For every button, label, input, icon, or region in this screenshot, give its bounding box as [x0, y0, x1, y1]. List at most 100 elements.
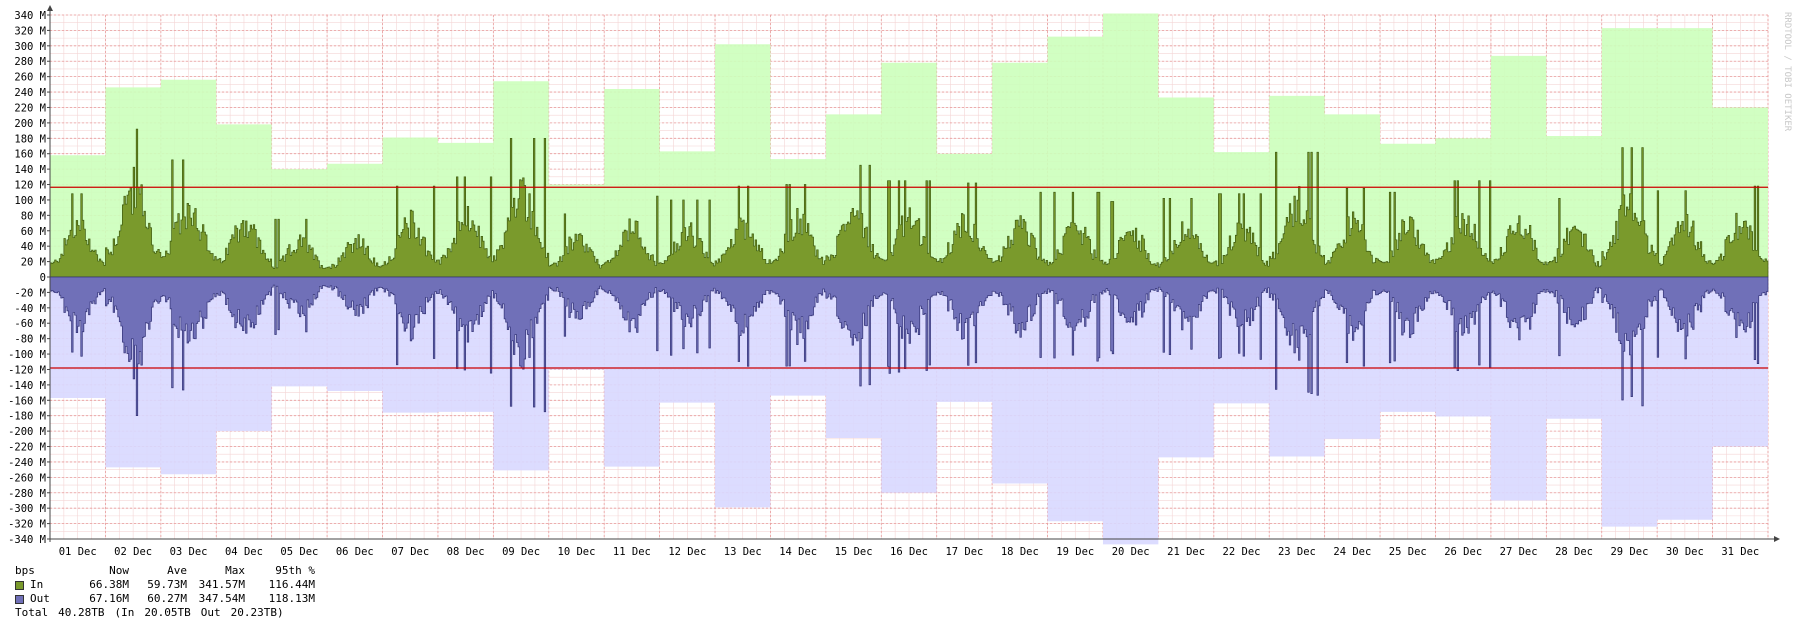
- x-tick-label: 27 Dec: [1500, 546, 1538, 558]
- x-tick-label: 03 Dec: [170, 546, 208, 558]
- y-tick-label: 100 M: [14, 195, 46, 207]
- legend-total-in-label: (In: [114, 606, 135, 619]
- x-tick-label: 08 Dec: [447, 546, 485, 558]
- legend-swatch-in: [15, 580, 24, 590]
- x-tick-label: 22 Dec: [1223, 546, 1261, 558]
- legend-out-p95: 118.13M: [268, 592, 315, 605]
- x-tick-label: 25 Dec: [1389, 546, 1427, 558]
- x-tick-label: 20 Dec: [1112, 546, 1150, 558]
- y-tick-label: -280 M: [8, 488, 46, 500]
- x-tick-label: 05 Dec: [280, 546, 318, 558]
- x-tick-label: 23 Dec: [1278, 546, 1316, 558]
- y-tick-label: 260 M: [14, 72, 46, 84]
- legend-header-now: Now: [109, 564, 129, 577]
- y-tick-label: -20 M: [14, 287, 46, 299]
- y-tick-label: -340 M: [8, 534, 46, 546]
- y-tick-label: -100 M: [8, 349, 46, 361]
- y-tick-label: 180 M: [14, 133, 46, 145]
- x-tick-label: 19 Dec: [1056, 546, 1094, 558]
- legend-out-max: 347.54M: [198, 592, 245, 605]
- legend: bps Now Ave Max 95th % In 66.38M 59.73M …: [15, 564, 315, 620]
- x-tick-label: 04 Dec: [225, 546, 263, 558]
- legend-label-in: In: [30, 578, 44, 591]
- legend-header-ave: Ave: [167, 564, 187, 577]
- x-tick-label: 26 Dec: [1444, 546, 1482, 558]
- y-tick-label: -140 M: [8, 380, 46, 392]
- x-tick-label: 28 Dec: [1555, 546, 1593, 558]
- x-tick-label: 06 Dec: [336, 546, 374, 558]
- y-tick-label: 280 M: [14, 56, 46, 68]
- x-tick-label: 10 Dec: [558, 546, 596, 558]
- legend-unit: bps: [15, 564, 35, 577]
- y-tick-label: 60 M: [21, 226, 46, 238]
- y-tick-label: -320 M: [8, 519, 46, 531]
- x-tick-label: 13 Dec: [724, 546, 762, 558]
- y-axis-arrow: [47, 5, 53, 11]
- legend-out-ave: 60.27M: [147, 592, 187, 605]
- y-tick-label: -220 M: [8, 442, 46, 454]
- y-tick-label: 160 M: [14, 149, 46, 161]
- legend-swatch-out: [15, 594, 24, 604]
- x-tick-label: 01 Dec: [59, 546, 97, 558]
- x-tick-label: 16 Dec: [890, 546, 928, 558]
- y-tick-label: 220 M: [14, 102, 46, 114]
- x-tick-label: 12 Dec: [668, 546, 706, 558]
- legend-in-ave: 59.73M: [147, 578, 187, 591]
- traffic-chart: 340 M 320 M 300 M 280 M 260 M 240 M 220 M 200 M…: [8, 5, 1780, 558]
- y-tick-label: -80 M: [14, 334, 46, 346]
- legend-total-value: 40.28TB: [58, 606, 105, 619]
- y-tick-label: 20 M: [21, 257, 46, 269]
- y-tick-label: -300 M: [8, 503, 46, 515]
- legend-in-now: 66.38M: [89, 578, 129, 591]
- legend-in-max: 341.57M: [198, 578, 245, 591]
- out-daily-max-area: [50, 277, 1768, 545]
- rrdtool-watermark: RRDTOOL / TOBI OETIKER: [1782, 12, 1792, 132]
- y-tick-label: -120 M: [8, 364, 46, 376]
- x-tick-label: 29 Dec: [1610, 546, 1648, 558]
- y-tick-label: 200 M: [14, 118, 46, 130]
- y-tick-label: -240 M: [8, 457, 46, 469]
- legend-out-now: 67.16M: [89, 592, 129, 605]
- y-tick-label: 40 M: [21, 241, 46, 253]
- y-tick-label: -180 M: [8, 411, 46, 423]
- legend-header-max: Max: [225, 564, 245, 577]
- y-tick-label: -40 M: [14, 303, 46, 315]
- legend-total-out-label: Out: [200, 606, 221, 619]
- y-tick-label: -160 M: [8, 395, 46, 407]
- legend-row-in: In 66.38M 59.73M 341.57M 116.44M: [15, 578, 315, 592]
- y-tick-label: 80 M: [21, 210, 46, 222]
- x-tick-label: 21 Dec: [1167, 546, 1205, 558]
- out-traffic-area: [49, 276, 1769, 416]
- in-daily-max-area: [50, 13, 1768, 277]
- x-tick-label: 09 Dec: [502, 546, 540, 558]
- y-tick-label: 0: [40, 272, 46, 284]
- y-tick-label: -200 M: [8, 426, 46, 438]
- legend-row-out: Out 67.16M 60.27M 347.54M 118.13M: [15, 592, 315, 606]
- y-tick-label: 320 M: [14, 25, 46, 37]
- y-tick-label: 240 M: [14, 87, 46, 99]
- legend-header: bps Now Ave Max 95th %: [15, 564, 315, 578]
- legend-in-p95: 116.44M: [268, 578, 315, 591]
- x-tick-label: 07 Dec: [391, 546, 429, 558]
- legend-total-in-value: 20.05TB: [144, 606, 191, 619]
- x-tick-label: 14 Dec: [779, 546, 817, 558]
- x-tick-label: 18 Dec: [1001, 546, 1039, 558]
- y-tick-label: -260 M: [8, 472, 46, 484]
- legend-total-out-value: 20.23TB): [230, 606, 284, 619]
- x-tick-label: 30 Dec: [1666, 546, 1704, 558]
- y-tick-label: 300 M: [14, 41, 46, 53]
- x-tick-label: 17 Dec: [945, 546, 983, 558]
- legend-total-label: Total: [15, 606, 49, 619]
- x-tick-label: 02 Dec: [114, 546, 152, 558]
- legend-label-out: Out: [30, 592, 50, 605]
- x-tick-label: 15 Dec: [835, 546, 873, 558]
- y-tick-label: -60 M: [14, 318, 46, 330]
- y-tick-label: 120 M: [14, 180, 46, 192]
- x-tick-label: 24 Dec: [1333, 546, 1371, 558]
- x-tick-label: 11 Dec: [613, 546, 651, 558]
- y-tick-label: 340 M: [14, 10, 46, 22]
- x-tick-label: 31 Dec: [1721, 546, 1759, 558]
- x-axis-arrow: [1774, 536, 1780, 542]
- y-tick-label: 140 M: [14, 164, 46, 176]
- in-traffic-area: [49, 128, 1769, 278]
